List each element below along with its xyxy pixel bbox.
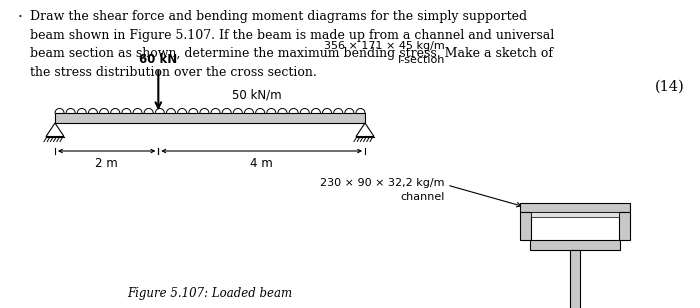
Bar [520, 203, 630, 212]
Bar [531, 212, 619, 217]
Text: 230 × 90 × 32,2 kg/m
channel: 230 × 90 × 32,2 kg/m channel [321, 178, 445, 202]
Bar [55, 113, 365, 123]
Text: ·: · [18, 10, 23, 24]
Bar [619, 212, 630, 240]
Text: 356 × 171 × 45 kg/m
I-section: 356 × 171 × 45 kg/m I-section [324, 41, 445, 65]
Bar [530, 240, 620, 250]
Text: (14): (14) [655, 80, 685, 94]
Text: Draw the shear force and bending moment diagrams for the simply supported
beam s: Draw the shear force and bending moment … [30, 10, 554, 79]
Text: 2 m: 2 m [95, 157, 118, 170]
Text: 4 m: 4 m [251, 157, 273, 170]
Text: 60 kN: 60 kN [139, 53, 177, 66]
Bar [520, 212, 531, 240]
Bar [570, 250, 580, 308]
Text: Figure 5.107: Loaded beam: Figure 5.107: Loaded beam [127, 287, 293, 300]
Text: 50 kN/m: 50 kN/m [232, 88, 281, 101]
